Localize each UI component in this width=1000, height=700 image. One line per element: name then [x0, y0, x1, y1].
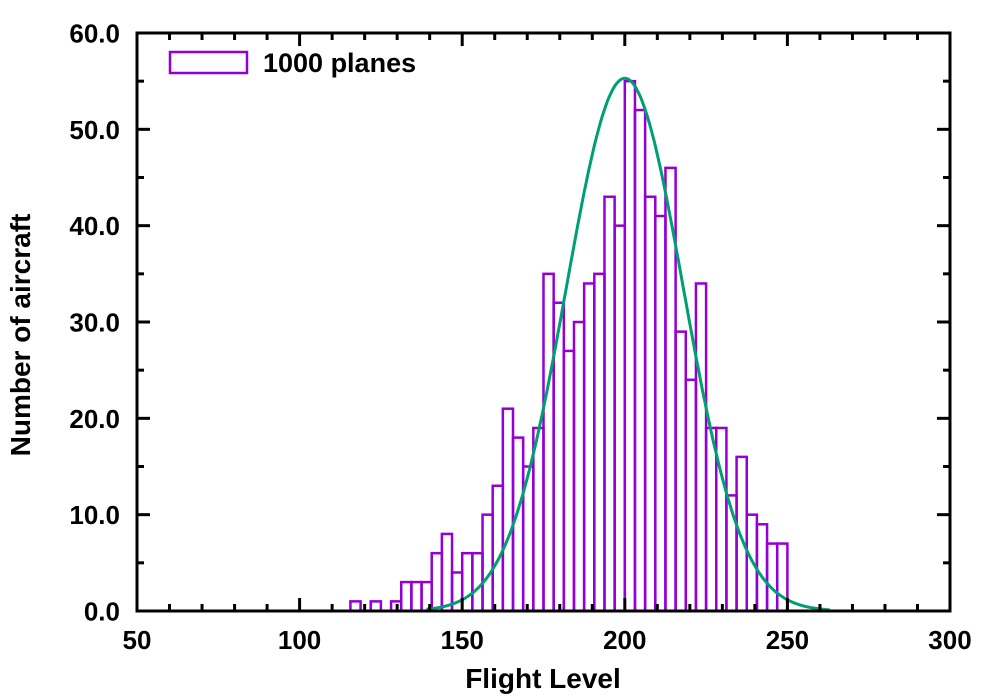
histogram-bar — [572, 320, 586, 613]
histogram-bar — [633, 108, 647, 613]
y-tick-label: 20.0 — [69, 404, 120, 434]
histogram-bar — [765, 542, 779, 613]
y-tick-label: 30.0 — [69, 308, 120, 338]
histogram-bar — [643, 195, 657, 613]
x-tick-label: 300 — [928, 625, 971, 655]
x-tick-label: 250 — [766, 625, 809, 655]
histogram-bar — [450, 571, 464, 613]
y-tick-label: 50.0 — [69, 115, 120, 145]
x-tick-label: 100 — [278, 625, 321, 655]
x-tick-label: 50 — [123, 625, 152, 655]
histogram-bar — [491, 484, 505, 613]
legend-label: 1000 planes — [263, 48, 416, 78]
x-tick-label: 200 — [603, 625, 646, 655]
histogram-bar — [410, 580, 423, 613]
histogram-bar — [532, 426, 545, 613]
histogram-bar — [694, 282, 708, 613]
histogram-bar — [481, 513, 494, 613]
histogram-bar — [704, 426, 718, 613]
y-tick-label: 60.0 — [69, 19, 120, 49]
histogram-bar — [399, 580, 413, 613]
histogram-bar — [501, 407, 515, 613]
y-tick-label: 10.0 — [69, 500, 120, 530]
histogram-bar — [775, 542, 789, 613]
histogram-bar — [674, 330, 688, 613]
x-tick-label: 150 — [441, 625, 484, 655]
histogram-bar — [542, 272, 555, 613]
histogram-bar — [755, 523, 769, 613]
y-tick-label: 40.0 — [69, 211, 120, 241]
legend-swatch — [168, 50, 249, 75]
histogram-bar — [582, 282, 596, 613]
histogram-bar — [593, 272, 606, 613]
fit-curve — [426, 76, 830, 612]
histogram-bar — [654, 214, 667, 613]
histogram-bar — [613, 224, 627, 613]
histogram-bar — [430, 551, 444, 613]
y-tick-label: 0.0 — [84, 597, 120, 627]
histogram-bar — [735, 455, 749, 613]
histogram-bar — [623, 79, 637, 613]
histogram-bar — [562, 349, 576, 613]
histogram-bar — [460, 551, 474, 613]
histogram-bar — [440, 532, 454, 613]
histogram-bar — [603, 195, 616, 613]
y-axis-title: Number of aircraft — [5, 214, 36, 457]
x-axis-title: Flight Level — [465, 663, 621, 694]
histogram-bar — [684, 378, 698, 613]
histogram-bar — [471, 551, 484, 613]
